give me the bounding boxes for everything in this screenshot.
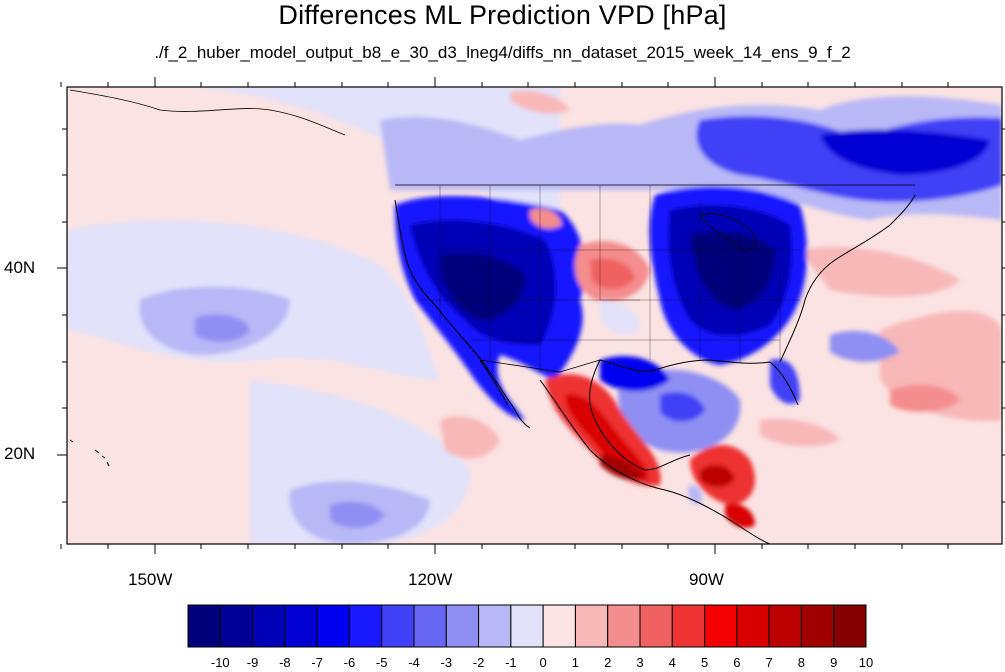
colorbar-tick-label: 5	[690, 655, 720, 670]
colorbar-tick-label: 4	[657, 655, 687, 670]
colorbar-tick-label: -7	[302, 655, 332, 670]
colorbar-tick-label: 0	[528, 655, 558, 670]
map-field	[67, 86, 1002, 544]
colorbar-box	[834, 605, 866, 647]
colorbar-box	[705, 605, 737, 647]
colorbar-box	[801, 605, 833, 647]
colorbar-box	[414, 605, 446, 647]
colorbar-tick-label: -6	[334, 655, 364, 670]
lat-label-20n: 20N	[4, 444, 35, 464]
colorbar-box	[317, 605, 349, 647]
lon-label-90w: 90W	[689, 570, 724, 590]
colorbar-tick-label: 2	[593, 655, 623, 670]
colorbar-box	[349, 605, 381, 647]
colorbar-tick-label: -5	[367, 655, 397, 670]
colorbar-tick-label: -3	[431, 655, 461, 670]
colorbar-box	[511, 605, 543, 647]
colorbar	[188, 605, 866, 647]
colorbar-box	[220, 605, 252, 647]
colorbar-box	[188, 605, 220, 647]
colorbar-tick-label: 10	[851, 655, 881, 670]
colorbar-box	[382, 605, 414, 647]
colorbar-tick-label: 3	[625, 655, 655, 670]
colorbar-box	[253, 605, 285, 647]
colorbar-tick-label: 6	[722, 655, 752, 670]
colorbar-tick-label: 7	[754, 655, 784, 670]
colorbar-tick-label: -8	[270, 655, 300, 670]
lon-label-120w: 120W	[408, 570, 452, 590]
colorbar-box	[575, 605, 607, 647]
lat-label-40n: 40N	[4, 258, 35, 278]
colorbar-box	[446, 605, 478, 647]
colorbar-tick-label: 1	[560, 655, 590, 670]
colorbar-box	[737, 605, 769, 647]
colorbar-tick-label: -2	[464, 655, 494, 670]
colorbar-tick-label: -1	[496, 655, 526, 670]
colorbar-tick-label: -10	[205, 655, 235, 670]
colorbar-tick-label: 9	[819, 655, 849, 670]
colorbar-box	[543, 605, 575, 647]
colorbar-box	[479, 605, 511, 647]
colorbar-tick-label: 8	[786, 655, 816, 670]
colorbar-box	[285, 605, 317, 647]
colorbar-box	[640, 605, 672, 647]
colorbar-tick-label: -9	[238, 655, 268, 670]
colorbar-box	[608, 605, 640, 647]
colorbar-box	[672, 605, 704, 647]
colorbar-box	[769, 605, 801, 647]
lon-label-150w: 150W	[128, 570, 172, 590]
colorbar-tick-label: -4	[399, 655, 429, 670]
